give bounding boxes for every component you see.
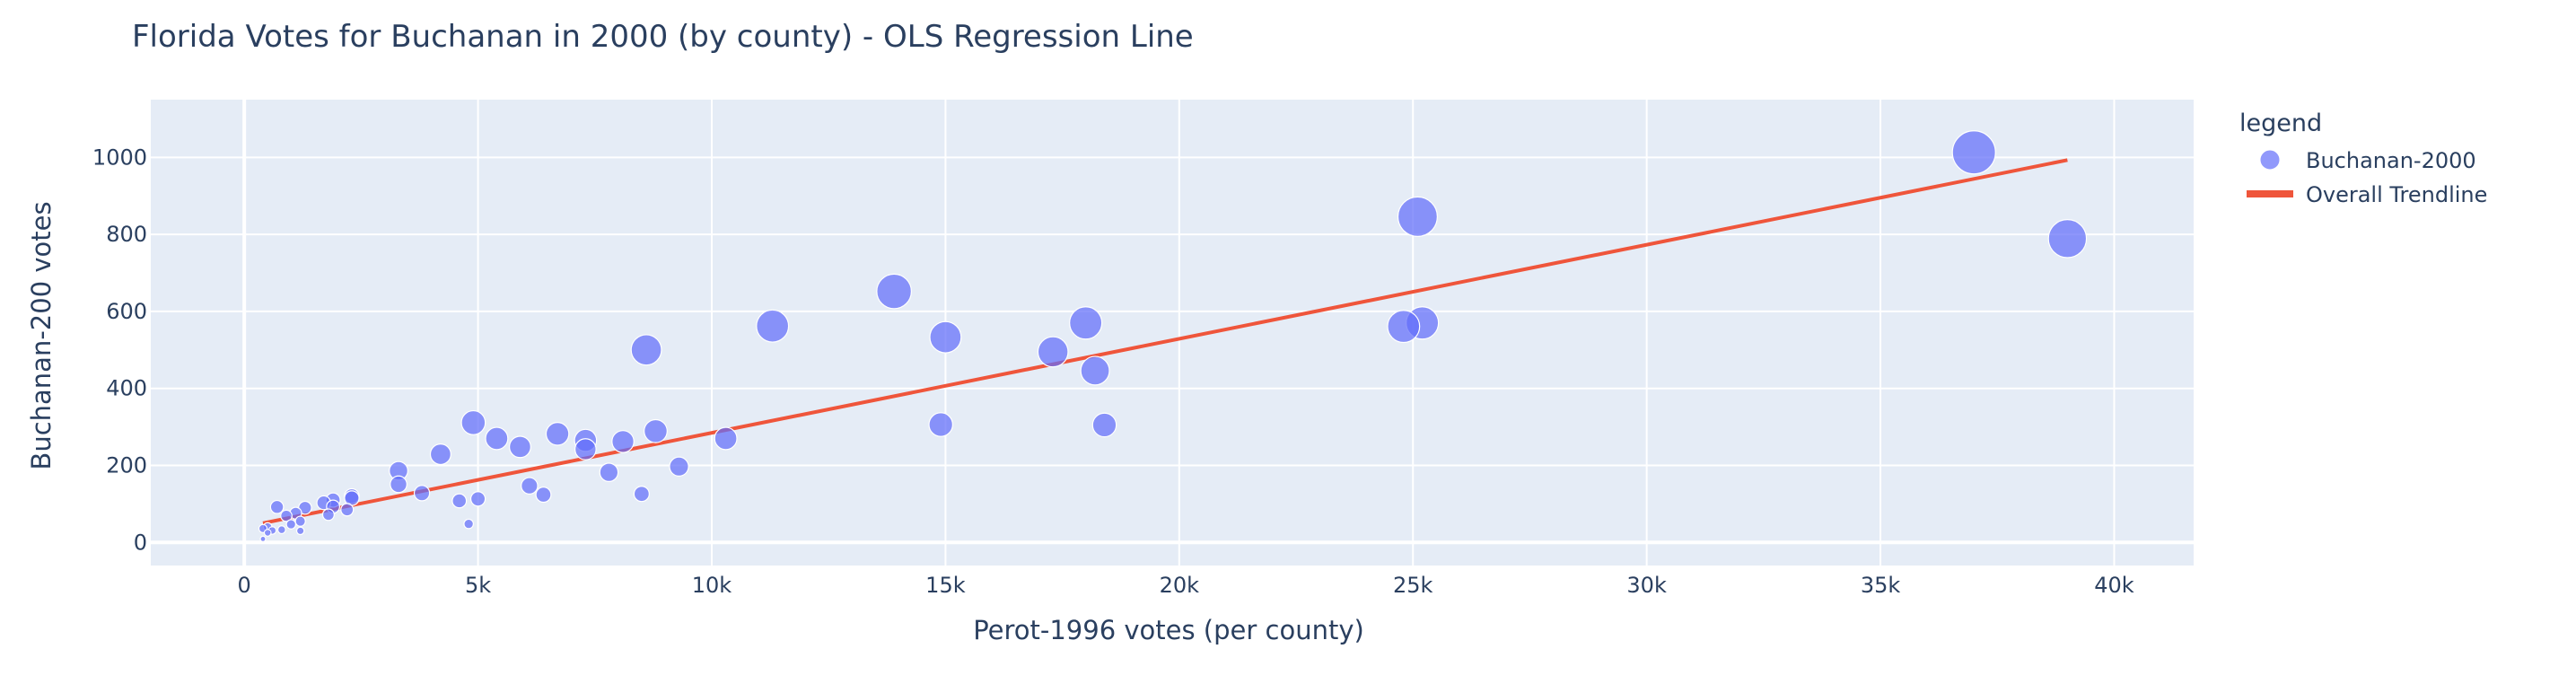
scatter-point[interactable] (535, 487, 552, 504)
scatter-point[interactable] (390, 475, 407, 494)
scatter-point[interactable] (340, 503, 355, 517)
scatter-point[interactable] (451, 493, 468, 509)
scatter-point[interactable] (263, 529, 272, 537)
legend-marker-icon (2259, 149, 2281, 171)
scatter-point[interactable] (285, 519, 297, 530)
legend: legend Buchanan-2000 Overall Trendline (2239, 110, 2487, 207)
scatter-point[interactable] (1387, 310, 1421, 344)
y-tick-label: 200 (106, 452, 147, 478)
trendline-layer (262, 158, 2068, 525)
y-tick-label: 800 (106, 222, 147, 247)
scatter-point[interactable] (633, 486, 650, 503)
scatter-point[interactable] (611, 430, 635, 453)
scatter-points (258, 130, 2088, 543)
x-tick-label: 15k (925, 573, 966, 598)
scatter-point[interactable] (644, 418, 668, 443)
scatter-point[interactable] (630, 334, 662, 366)
scatter-point[interactable] (413, 485, 431, 502)
y-tick-label: 1000 (92, 145, 147, 170)
legend-title: legend (2239, 110, 2322, 137)
scatter-point[interactable] (756, 309, 790, 343)
scatter-point[interactable] (1069, 306, 1103, 340)
x-tick-label: 35k (1861, 573, 1901, 598)
scatter-point[interactable] (1080, 355, 1110, 386)
x-axis-label: Perot-1996 votes (per county) (973, 615, 1364, 645)
scatter-point[interactable] (485, 426, 509, 451)
y-tick-label: 600 (106, 299, 147, 324)
scatter-point[interactable] (928, 412, 953, 437)
scatter-point[interactable] (545, 422, 570, 446)
x-tick-label: 40k (2094, 573, 2134, 598)
scatter-point[interactable] (469, 491, 486, 507)
x-axis-ticks: 0 5k 10k 15k 20k 25k 30k 35k 40k (238, 573, 2134, 598)
trendline (262, 158, 2068, 525)
scatter-point[interactable] (669, 456, 689, 477)
scatter-point[interactable] (294, 515, 306, 527)
scatter-point[interactable] (599, 462, 619, 482)
scatter-point[interactable] (276, 525, 286, 535)
x-tick-label: 30k (1626, 573, 1667, 598)
scatter-point[interactable] (574, 438, 597, 460)
plot-area (151, 100, 2194, 566)
scatter-point[interactable] (929, 320, 962, 354)
y-axis-ticks: 0 200 400 600 800 1000 (92, 145, 147, 555)
scatter-point[interactable] (280, 509, 293, 522)
y-axis-label: Buchanan-200 votes (26, 201, 57, 469)
x-tick-label: 0 (238, 573, 251, 598)
scatter-point[interactable] (429, 443, 451, 466)
scatter-point[interactable] (269, 499, 285, 514)
scatter-point[interactable] (463, 518, 474, 530)
scatter-point[interactable] (876, 273, 912, 310)
x-tick-label: 20k (1160, 573, 1200, 598)
x-tick-label: 10k (692, 573, 732, 598)
scatter-point[interactable] (1951, 130, 1996, 175)
legend-entry-trendline: Overall Trendline (2306, 182, 2487, 207)
scatter-point[interactable] (321, 508, 335, 522)
scatter-point[interactable] (460, 409, 486, 435)
scatter-point[interactable] (714, 426, 738, 451)
scatter-point[interactable] (1091, 412, 1117, 438)
y-tick-label: 0 (134, 530, 147, 555)
scatter-point[interactable] (508, 435, 531, 459)
scatter-point[interactable] (1397, 196, 1438, 237)
x-tick-label: 5k (465, 573, 491, 598)
scatter-point[interactable] (521, 477, 539, 495)
legend-entry-buchanan: Buchanan-2000 (2306, 148, 2476, 173)
scatter-point[interactable] (295, 526, 305, 536)
x-tick-label: 25k (1393, 573, 1433, 598)
y-tick-label: 400 (106, 376, 147, 401)
scatter-point[interactable] (2047, 219, 2088, 259)
chart-title: Florida Votes for Buchanan in 2000 (by c… (132, 19, 1194, 55)
scatter-point[interactable] (1037, 336, 1069, 368)
gridlines (151, 100, 2194, 566)
scatter-point[interactable] (259, 535, 267, 543)
